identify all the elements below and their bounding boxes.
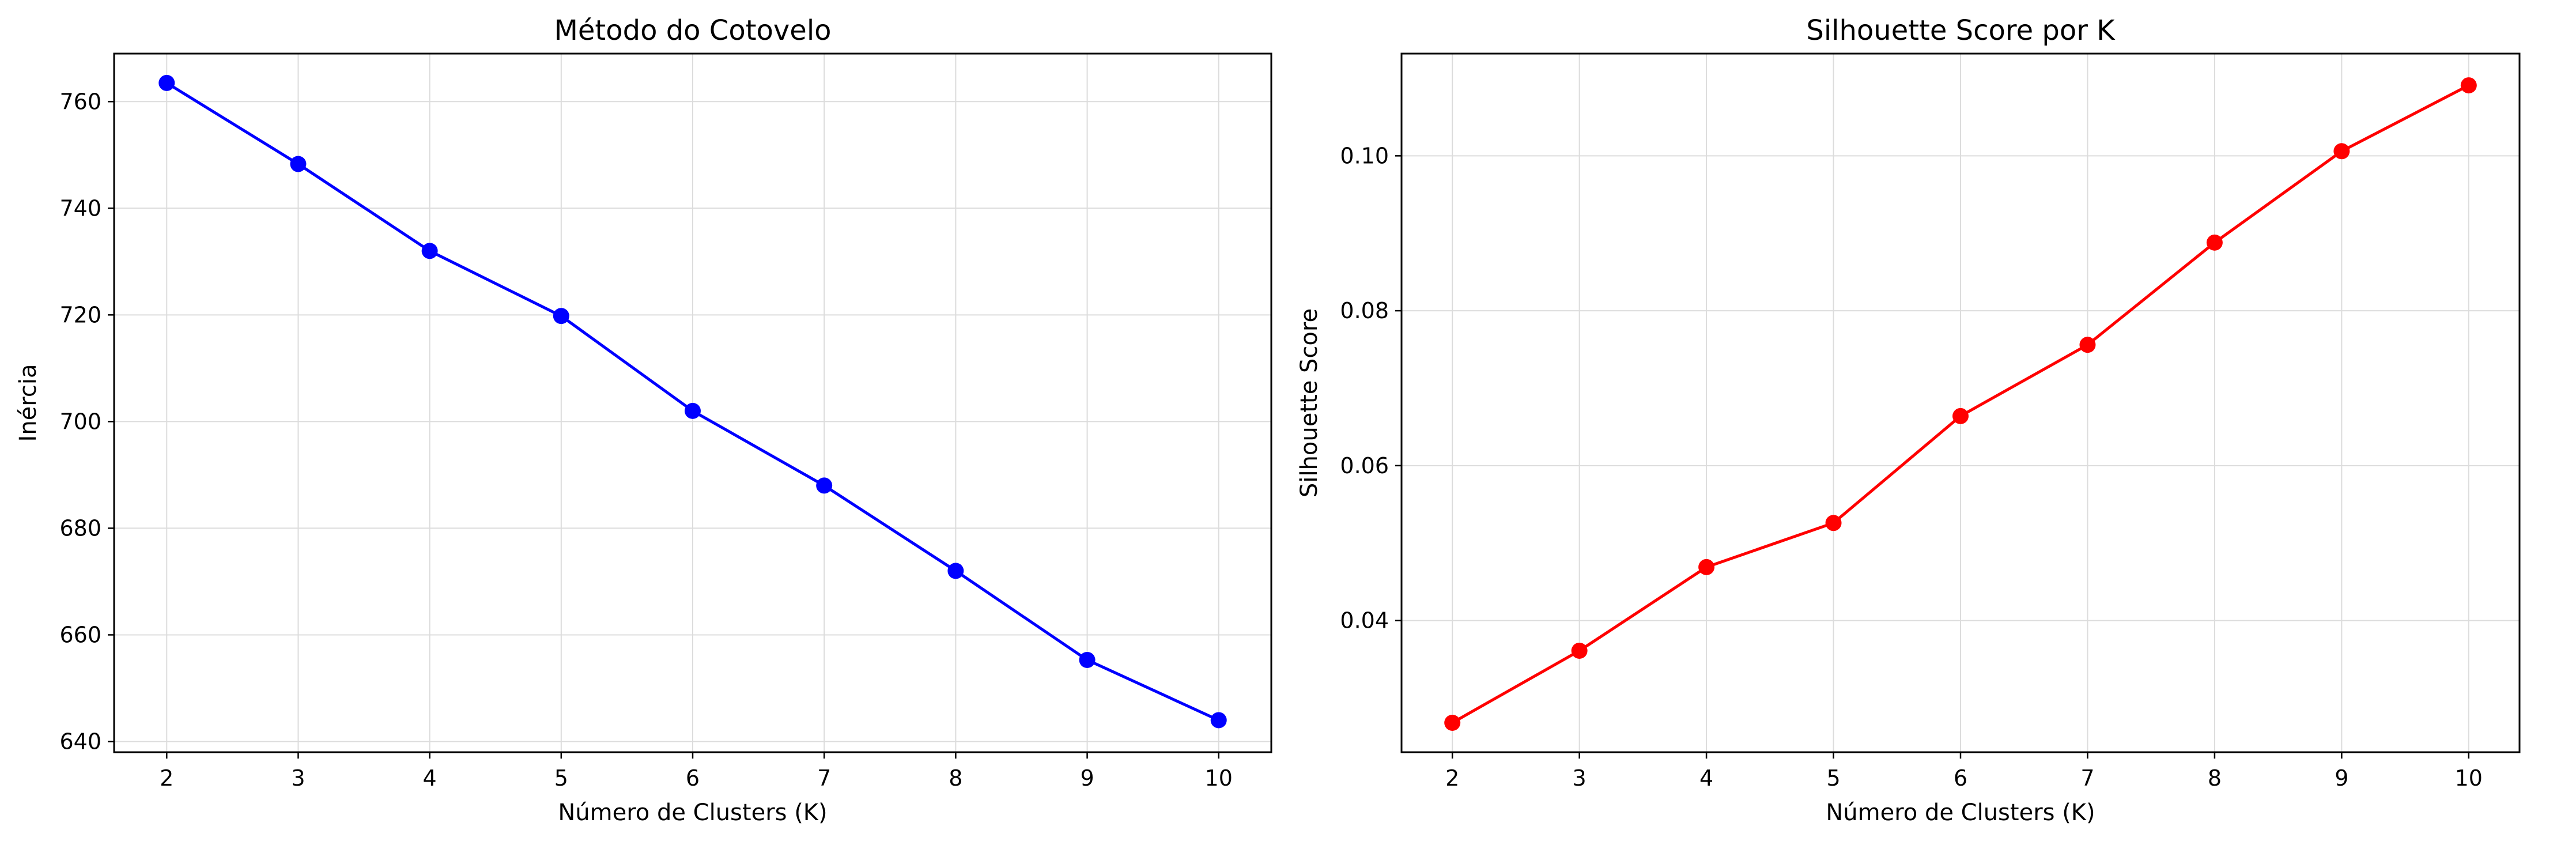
silhouette-chart-y-tick-label: 0.06	[1340, 453, 1389, 478]
elbow-chart-x-tick-label: 10	[1205, 765, 1233, 791]
silhouette-chart-x-tick-label: 4	[1699, 765, 1713, 791]
elbow-chart-data-point	[421, 243, 438, 259]
elbow-chart-data-point	[1079, 651, 1096, 668]
silhouette-chart-data-point	[2079, 337, 2096, 353]
elbow-chart-ticks: 2 3 4 5 6 7 8 9 10 640 660 680 700 720 740 760	[59, 89, 1232, 791]
silhouette-chart-x-tick-label: 6	[1954, 765, 1967, 791]
elbow-chart-y-tick-label: 740	[59, 195, 101, 221]
silhouette-chart-data-point	[1825, 515, 1842, 531]
elbow-chart-data-point	[947, 563, 964, 579]
elbow-chart-data-point	[1210, 712, 1227, 729]
elbow-chart-x-tick-label: 2	[160, 765, 173, 791]
silhouette-chart-x-tick-label: 10	[2455, 765, 2483, 791]
silhouette-chart-x-tick-label: 8	[2208, 765, 2222, 791]
elbow-chart-x-axis-label: Número de Clusters (K)	[558, 799, 827, 826]
elbow-chart-x-tick-label: 3	[291, 765, 305, 791]
elbow-chart-x-tick-label: 9	[1080, 765, 1094, 791]
silhouette-chart-data-point	[1571, 642, 1588, 659]
silhouette-chart-x-tick-label: 3	[1573, 765, 1587, 791]
elbow-chart-data-point	[685, 402, 701, 419]
elbow-chart-y-tick-label: 700	[59, 409, 101, 434]
silhouette-chart-ticks: 2 3 4 5 6 7 8 9 10 0.04 0.06 0.08 0.10	[1340, 143, 2483, 791]
silhouette-chart-data-point	[1952, 408, 1969, 424]
silhouette-chart-y-tick-label: 0.04	[1340, 608, 1389, 633]
elbow-chart-y-axis-label: Inércia	[15, 364, 41, 442]
silhouette-chart-data-point	[1698, 559, 1715, 575]
elbow-chart-data-point	[290, 156, 307, 172]
elbow-chart-x-tick-label: 7	[817, 765, 831, 791]
silhouette-chart-x-tick-label: 2	[1445, 765, 1459, 791]
elbow-chart-panel: 2 3 4 5 6 7 8 9 10 640 660 680 700 720 740 760 Método d…	[15, 14, 1272, 826]
elbow-chart-y-tick-label: 760	[59, 89, 101, 114]
silhouette-chart-title: Silhouette Score por K	[1806, 14, 2116, 47]
elbow-chart-y-tick-label: 680	[59, 515, 101, 541]
silhouette-chart-y-axis-label: Silhouette Score	[1296, 308, 1323, 497]
silhouette-chart-data-point	[1444, 714, 1461, 731]
silhouette-chart-x-tick-label: 7	[2080, 765, 2094, 791]
elbow-chart-y-tick-label: 640	[59, 729, 101, 754]
elbow-chart-data-point	[553, 308, 569, 325]
silhouette-chart-y-tick-label: 0.08	[1340, 298, 1389, 323]
silhouette-chart-x-tick-label: 5	[1826, 765, 1840, 791]
elbow-chart-x-tick-label: 6	[686, 765, 700, 791]
elbow-chart-data-point	[816, 477, 833, 494]
silhouette-chart-x-tick-label: 9	[2335, 765, 2348, 791]
elbow-chart-x-tick-label: 8	[949, 765, 962, 791]
elbow-chart-grid	[114, 54, 1271, 752]
silhouette-chart-panel: 2 3 4 5 6 7 8 9 10 0.04 0.06 0.08 0.10 Silhouette Sc…	[1296, 14, 2521, 826]
silhouette-chart-y-tick-label: 0.10	[1340, 143, 1389, 168]
silhouette-chart-data-point	[2460, 77, 2477, 94]
elbow-chart-y-tick-label: 720	[59, 302, 101, 327]
elbow-chart-y-tick-label: 660	[59, 622, 101, 647]
elbow-chart-x-tick-label: 4	[423, 765, 437, 791]
elbow-chart-series	[158, 74, 1227, 729]
silhouette-chart-series	[1444, 77, 2477, 731]
silhouette-chart-data-point	[2206, 234, 2223, 251]
elbow-chart-x-tick-label: 5	[554, 765, 568, 791]
silhouette-chart-data-point	[2333, 143, 2350, 160]
silhouette-chart-x-axis-label: Número de Clusters (K)	[1826, 799, 2095, 826]
elbow-chart-title: Método do Cotovelo	[554, 14, 831, 47]
elbow-chart-data-point	[158, 74, 175, 91]
